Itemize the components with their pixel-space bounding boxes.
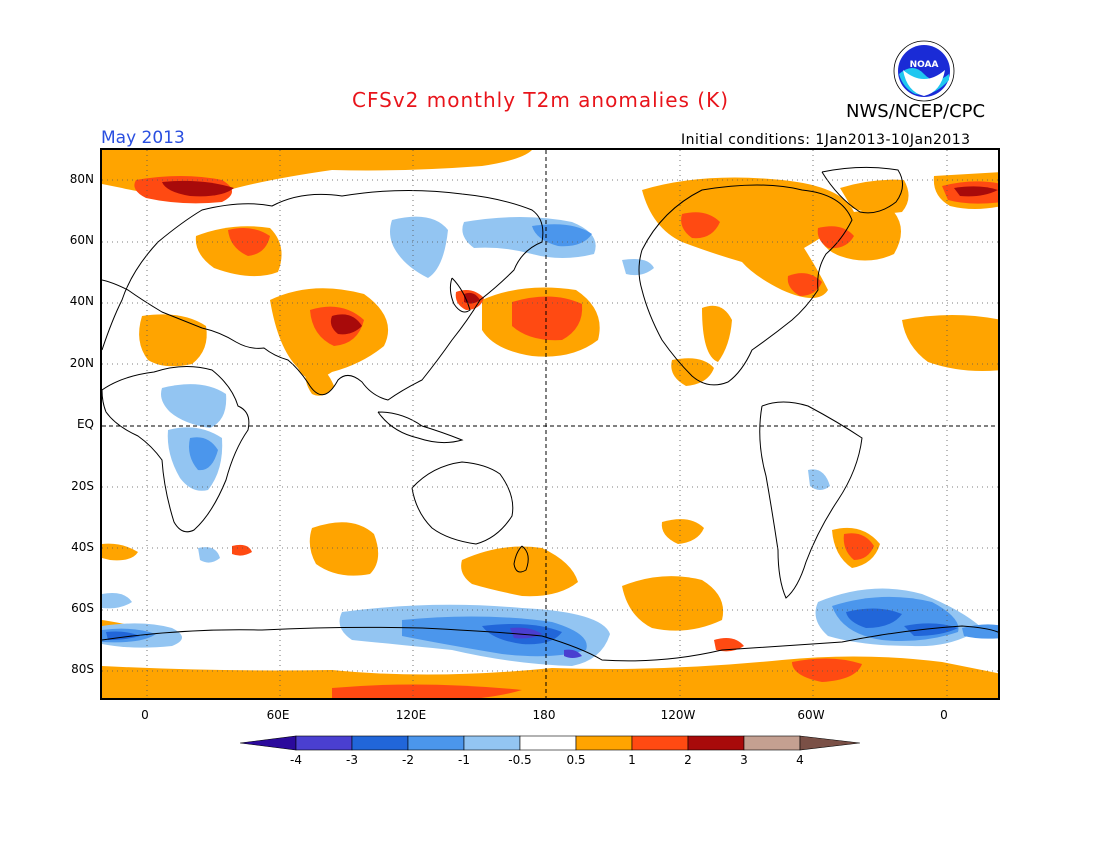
lat-label-60s: 60S <box>71 601 94 615</box>
tropical-pacific-cool <box>808 469 830 490</box>
lon-label-0: 0 <box>141 708 149 722</box>
colorbar-label-m4: -4 <box>290 753 302 767</box>
warm-3-anomaly-areas <box>162 180 998 335</box>
lat-label-40n: 40N <box>69 294 94 308</box>
colorbar-bin-3-4 <box>743 735 801 751</box>
lon-label-0-east: 0 <box>940 708 948 722</box>
ross-sea-warm-band <box>332 684 522 698</box>
australia-coastline <box>411 461 514 545</box>
colorbar-bin-2-3 <box>687 735 745 751</box>
lat-label-80s: 80S <box>71 662 94 676</box>
north-america-warm <box>642 177 854 298</box>
colorbar <box>239 733 861 753</box>
lon-label-60w: 60W <box>797 708 825 722</box>
east-us-warm-core <box>787 273 822 296</box>
eastern-us-warm <box>702 305 732 362</box>
lat-label-eq: EQ <box>76 417 94 431</box>
west-africa-cool <box>161 384 227 428</box>
lat-label-80n: 80N <box>69 172 94 186</box>
noaa-logo: NOAA <box>893 40 955 102</box>
agency-label: NWS/NCEP/CPC <box>846 101 986 122</box>
colorbar-bin-1-2 <box>631 735 689 751</box>
siberia-cool <box>390 216 448 278</box>
ross-sea-coldest <box>510 627 542 639</box>
colorbar-label-2: 2 <box>684 753 692 767</box>
indonesia-coastline <box>377 411 464 444</box>
south-indian-ocean-warm <box>309 522 379 576</box>
lat-label-60n: 60N <box>69 233 94 247</box>
lon-label-60e: 60E <box>266 708 290 722</box>
colorbar-bin-neutral <box>519 735 577 751</box>
chart-title: CFSv2 monthly T2m anomalies (K) <box>352 88 729 112</box>
japan-hot-core <box>464 292 480 304</box>
southern-ocean-cool-east-deep <box>846 608 902 628</box>
colorbar-bin-05-1 <box>575 735 633 751</box>
colorbar-arrow-high <box>799 735 861 751</box>
noaa-logo-text: NOAA <box>910 60 939 70</box>
south-pacific-warm-east <box>622 576 724 631</box>
mexico-warm <box>671 358 714 386</box>
colorbar-label-4: 4 <box>796 753 804 767</box>
anomaly-map <box>100 148 1000 700</box>
south-pacific-warm-west <box>461 546 578 597</box>
lon-label-120w: 120W <box>660 708 696 722</box>
cool-anomaly-areas <box>102 216 982 666</box>
north-pacific-warm-core <box>512 296 583 341</box>
north-america-coastline <box>638 184 853 386</box>
eurasia-coastline <box>102 189 544 401</box>
cool-4-anomaly-areas <box>510 627 582 658</box>
northeast-atlantic-warm <box>816 210 901 261</box>
month-label: May 2013 <box>101 128 185 148</box>
colorbar-label-m05: -0.5 <box>508 753 532 767</box>
southern-ocean-warm-spot <box>714 638 744 652</box>
colorbar-arrow-low <box>239 735 297 751</box>
southern-africa-cool-core <box>189 437 218 471</box>
southeast-pacific-warm <box>661 519 704 544</box>
southern-ocean-west-cool <box>102 593 132 609</box>
greenland-coastline <box>821 166 903 214</box>
north-africa-warm <box>139 314 207 367</box>
indian-ocean-warm-spot <box>232 544 252 556</box>
colorbar-bin-m4-m3 <box>295 735 353 751</box>
lat-label-20n: 20N <box>69 356 94 370</box>
colorbar-label-05: 0.5 <box>566 753 586 767</box>
scandinavia-warm-core <box>228 228 270 256</box>
colorbar-bin-m2-m1 <box>407 735 465 751</box>
lat-label-20s: 20S <box>71 479 94 493</box>
east-asia-cool-core <box>532 224 592 247</box>
colorbar-label-1: 1 <box>628 753 636 767</box>
lon-label-120e: 120E <box>395 708 427 722</box>
south-atlantic-cool <box>198 547 220 563</box>
weddell-sea-warm-core <box>792 658 862 682</box>
africa-coastline <box>102 366 250 533</box>
japan-coastline <box>449 277 471 313</box>
lon-label-180: 180 <box>532 708 556 722</box>
south-atlantic-warm <box>102 543 138 561</box>
hudson-bay-warm-core <box>681 212 720 239</box>
antarctic-far-east-cool <box>962 624 998 639</box>
initial-conditions-label: Initial conditions: 1Jan2013-10Jan2013 <box>681 132 971 148</box>
antarctica-coastline <box>102 625 998 662</box>
equator-dateline <box>102 150 998 698</box>
argentina-warm-core <box>843 533 874 560</box>
colorbar-label-3: 3 <box>740 753 748 767</box>
colorbar-label-m3: -3 <box>346 753 358 767</box>
eastern-pacific-cool <box>622 259 654 276</box>
amundsen-coldest <box>564 649 582 658</box>
antarctic-warm-band <box>102 656 998 698</box>
far-east-africa-warm <box>902 315 998 371</box>
siberian-arctic-hot-core <box>162 180 234 197</box>
india-warm <box>305 364 334 396</box>
antarctic-far-east-deep <box>904 623 958 636</box>
colorbar-label-m2: -2 <box>402 753 414 767</box>
new-zealand-coastline <box>513 545 529 573</box>
arctic-east-hot-core <box>954 186 998 197</box>
coastlines <box>102 166 998 662</box>
colorbar-bin-m1-m05 <box>463 735 521 751</box>
colorbar-bin-m3-m2 <box>351 735 409 751</box>
colorbar-label-m1: -1 <box>458 753 470 767</box>
tibet-hot-core <box>330 314 362 335</box>
south-america-coastline <box>759 401 863 599</box>
lat-label-40s: 40S <box>71 540 94 554</box>
